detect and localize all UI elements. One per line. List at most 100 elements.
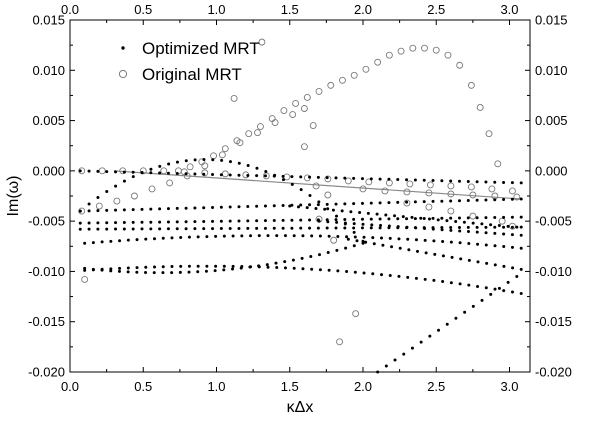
- optimized-mrt-point: [396, 200, 400, 204]
- optimized-mrt-point: [122, 208, 126, 212]
- original-mrt-point: [469, 212, 477, 220]
- optimized-mrt-point: [381, 243, 385, 247]
- optimized-mrt-point: [114, 170, 118, 174]
- optimized-mrt-point: [497, 286, 501, 290]
- optimized-mrt-point: [388, 236, 392, 240]
- optimized-mrt-point: [299, 175, 303, 179]
- original-mrt-point: [491, 192, 499, 200]
- original-mrt-point: [254, 129, 261, 137]
- optimized-mrt-point: [317, 219, 321, 223]
- optimized-mrt-point: [114, 208, 118, 212]
- optimized-mrt-point: [240, 234, 244, 238]
- optimized-mrt-point: [222, 234, 226, 238]
- optimized-mrt-point: [184, 172, 188, 176]
- optimized-mrt-point: [345, 270, 349, 274]
- optimized-mrt-point: [331, 208, 335, 212]
- optimized-mrt-point: [264, 170, 268, 174]
- optimized-mrt-point: [431, 227, 435, 231]
- original-mrt-point: [508, 187, 516, 195]
- x-tick-label-bottom: 2.0: [354, 379, 372, 394]
- optimized-mrt-point: [397, 237, 401, 241]
- optimized-mrt-point: [502, 180, 506, 184]
- optimized-mrt-point: [369, 177, 373, 181]
- optimized-mrt-point: [161, 236, 165, 240]
- optimized-mrt-point: [266, 234, 270, 238]
- optimized-mrt-point: [211, 158, 215, 162]
- optimized-mrt-point: [308, 226, 312, 230]
- optimized-mrt-point: [458, 282, 462, 286]
- original-mrt-point: [467, 81, 475, 89]
- optimized-mrt-point: [149, 220, 153, 224]
- plot-area: [69, 19, 531, 374]
- original-mrt-point: [268, 115, 276, 123]
- optimized-mrt-point: [401, 215, 405, 219]
- optimized-mrt-point: [114, 184, 118, 188]
- original-mrt-point: [425, 189, 433, 197]
- optimized-mrt-point: [390, 245, 394, 249]
- optimized-mrt-point: [211, 219, 215, 223]
- original-mrt-point: [78, 207, 86, 215]
- optimized-mrt-point: [288, 204, 292, 208]
- optimized-mrt-point: [454, 316, 458, 320]
- optimized-mrt-point: [497, 224, 501, 228]
- optimized-mrt-point: [281, 226, 285, 230]
- optimized-mrt-point: [458, 229, 462, 233]
- optimized-mrt-point: [360, 217, 364, 221]
- optimized-mrt-point: [325, 226, 329, 230]
- original-mrt-point: [485, 130, 493, 138]
- optimized-mrt-point: [510, 215, 514, 219]
- optimized-mrt-point: [352, 230, 356, 234]
- optimized-mrt-point: [445, 219, 449, 223]
- optimized-mrt-point: [433, 252, 437, 256]
- optimized-mrt-point: [402, 352, 406, 356]
- y-tick-label-right: 0.000: [535, 163, 568, 178]
- optimized-mrt-point: [219, 227, 223, 231]
- optimized-mrt-point: [299, 218, 303, 222]
- optimized-mrt-point: [301, 234, 305, 238]
- optimized-mrt-point: [131, 220, 135, 224]
- optimized-mrt-point: [352, 226, 356, 230]
- optimized-mrt-point: [299, 203, 303, 207]
- optimized-mrt-point: [105, 190, 109, 194]
- optimized-mrt-point: [441, 254, 445, 258]
- optimized-mrt-point: [131, 227, 135, 231]
- optimized-mrt-point: [237, 205, 241, 209]
- y-axis-label: Im(ω): [5, 176, 22, 217]
- optimized-mrt-point: [510, 290, 514, 294]
- optimized-mrt-point: [450, 255, 454, 259]
- optimized-mrt-point: [166, 220, 170, 224]
- optimized-mrt-point: [237, 161, 241, 165]
- optimized-mrt-point: [272, 226, 276, 230]
- optimized-mrt-point: [149, 167, 153, 171]
- legend-marker-optimized: [121, 46, 125, 50]
- original-mrt-point: [312, 182, 320, 190]
- optimized-mrt-point: [458, 241, 462, 245]
- optimized-mrt-point: [413, 200, 417, 204]
- optimized-mrt-point: [484, 225, 488, 229]
- legend-label-original: Original MRT: [142, 65, 242, 84]
- optimized-mrt-point: [519, 215, 523, 219]
- optimized-mrt-point: [449, 281, 453, 285]
- optimized-mrt-point: [228, 219, 232, 223]
- optimized-mrt-point: [519, 267, 523, 271]
- optimized-mrt-point: [340, 209, 344, 213]
- optimized-mrt-point: [109, 239, 113, 243]
- optimized-mrt-point: [118, 239, 122, 243]
- optimized-mrt-point: [161, 271, 165, 275]
- optimized-mrt-point: [152, 265, 156, 269]
- optimized-mrt-point: [219, 173, 223, 177]
- optimized-mrt-point: [135, 238, 139, 242]
- optimized-mrt-point: [316, 226, 320, 230]
- optimized-mrt-point: [502, 245, 506, 249]
- optimized-mrt-point: [87, 169, 91, 173]
- optimized-mrt-point: [166, 207, 170, 211]
- optimized-mrt-point: [378, 226, 382, 230]
- optimized-mrt-point: [510, 197, 514, 201]
- optimized-mrt-point: [437, 328, 441, 332]
- optimized-mrt-point: [375, 212, 379, 216]
- optimized-mrt-point: [334, 202, 338, 206]
- original-mrt-point: [409, 44, 417, 52]
- optimized-mrt-point: [493, 244, 497, 248]
- optimized-mrt-point: [202, 219, 206, 223]
